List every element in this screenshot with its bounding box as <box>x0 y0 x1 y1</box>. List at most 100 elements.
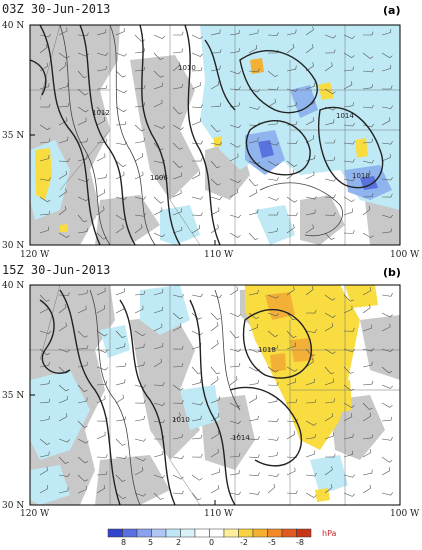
wind-barb <box>210 124 221 133</box>
wind-barb <box>286 102 297 108</box>
wind-barb <box>324 484 333 494</box>
wind-barb <box>362 123 374 128</box>
colorbar-swatch <box>180 528 196 538</box>
wind-barb <box>267 160 279 166</box>
wind-barb <box>362 287 372 296</box>
wind-barb <box>362 104 374 109</box>
colorbar-swatch <box>223 528 239 538</box>
wind-barb <box>172 142 183 150</box>
panel-b-time-label: 15Z 30-Jun-2013 <box>2 263 110 277</box>
wind-barb <box>58 62 67 72</box>
wind-barb <box>77 330 88 338</box>
wind-barb <box>229 491 241 496</box>
wind-barb <box>343 34 355 40</box>
wind-barb <box>191 118 201 126</box>
wind-barb <box>229 214 242 219</box>
colorbar-swatch <box>122 528 138 538</box>
wind-barb <box>77 106 89 113</box>
wind-barb <box>286 43 295 54</box>
wind-barb <box>381 64 392 72</box>
wind-barb <box>134 384 147 388</box>
wind-barb <box>305 209 316 216</box>
wind-barb <box>267 177 279 181</box>
panel-b-wind-barbs <box>39 286 394 501</box>
wind-barb <box>343 433 354 440</box>
wind-barb <box>324 156 336 162</box>
wind-barb <box>77 117 87 126</box>
wind-barb <box>134 171 144 180</box>
wind-barb <box>267 483 276 494</box>
wind-barb <box>229 312 241 318</box>
wind-barb <box>77 32 89 37</box>
wind-barb <box>267 345 279 350</box>
wind-barb <box>172 83 183 90</box>
isobar-label: 1010 <box>178 64 196 72</box>
wind-barb <box>77 88 88 96</box>
wind-barb <box>248 68 260 73</box>
isobar-label: 1012 <box>92 109 110 117</box>
wind-barb <box>39 103 51 108</box>
wind-barb <box>96 153 106 162</box>
wind-barb <box>210 396 220 404</box>
wind-barb <box>210 322 219 332</box>
wind-barb <box>39 138 51 144</box>
wind-barb <box>153 232 165 238</box>
wind-barb <box>191 157 203 162</box>
wind-barb <box>343 158 355 163</box>
wind-barb <box>362 449 372 458</box>
wind-barb <box>172 345 184 350</box>
wind-barb <box>305 224 314 234</box>
wind-barb <box>134 85 146 90</box>
wind-barb <box>39 33 51 38</box>
colorbar-swatch <box>252 528 268 538</box>
wind-barb <box>96 106 107 115</box>
wind-barb <box>305 329 317 333</box>
wind-barb <box>324 323 334 332</box>
colorbar-swatch <box>151 528 167 538</box>
wind-barb <box>286 366 298 372</box>
wind-barb <box>58 322 67 332</box>
wind-barb <box>115 88 127 94</box>
wind-barb <box>210 207 220 216</box>
wind-barb <box>96 174 107 180</box>
panel-a-letter: (a) <box>383 4 400 17</box>
wind-barb <box>172 323 182 332</box>
panel-b-lat-label: 40 N <box>2 281 24 291</box>
wind-barb <box>39 348 51 356</box>
wind-barb <box>343 102 354 108</box>
wind-barb <box>115 52 128 57</box>
wind-barb <box>305 117 315 126</box>
wind-barb <box>153 70 164 78</box>
wind-barb <box>362 160 375 164</box>
wind-barb <box>267 227 278 234</box>
wind-barb <box>229 402 241 408</box>
wind-barb <box>96 431 106 440</box>
wind-barb <box>58 117 68 126</box>
wind-barb <box>381 402 393 408</box>
panel-b-blue-shading <box>30 285 348 505</box>
wind-barb <box>58 188 67 198</box>
wind-barb <box>191 312 202 320</box>
wind-barb <box>324 139 336 144</box>
colorbar: 8 5 2 0 -2 -5 -8 hPa <box>107 528 337 547</box>
wind-barb <box>305 472 317 477</box>
wind-barb <box>39 398 51 404</box>
wind-barb <box>191 104 203 109</box>
wind-barb <box>267 142 280 146</box>
wind-barb <box>229 142 241 148</box>
panel-a-lon-label: 110 W <box>204 250 234 260</box>
wind-barb <box>58 456 69 464</box>
isobar-label: 1014 <box>336 112 354 120</box>
wind-barb <box>210 312 221 320</box>
isobar-label: 1010 <box>172 416 190 424</box>
wind-barb <box>305 171 315 180</box>
wind-barb <box>305 26 314 36</box>
wind-barb <box>381 293 393 297</box>
wind-barb <box>134 137 145 144</box>
wind-barb <box>39 226 49 234</box>
wind-barb <box>58 158 70 162</box>
wind-barb <box>362 324 372 332</box>
colorbar-tick-label: -5 <box>268 538 276 547</box>
wind-barb <box>39 451 50 458</box>
wind-barb <box>267 330 279 338</box>
